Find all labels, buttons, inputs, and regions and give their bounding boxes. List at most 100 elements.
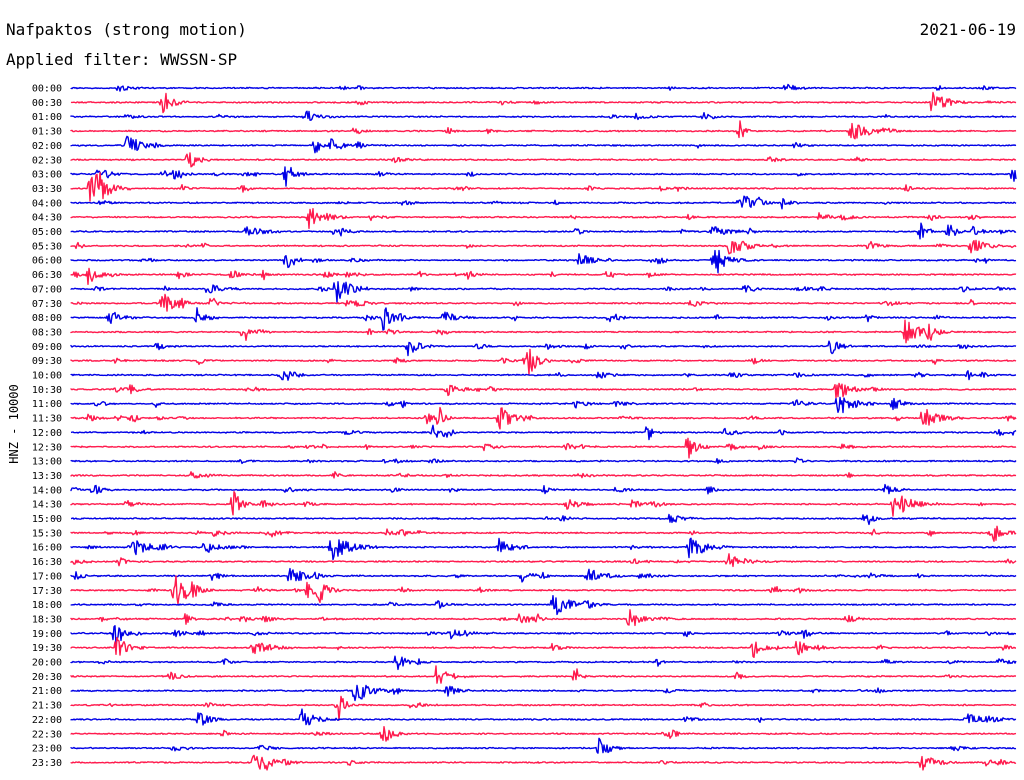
trace-line [70,609,1017,627]
time-tick-label: 15:00 [32,514,62,525]
trace-line [70,625,1016,646]
trace-line [70,135,1017,154]
time-tick-label: 05:00 [32,227,62,238]
time-tick-label: 01:30 [32,127,62,138]
trace-line [70,665,1017,684]
trace-line [70,91,1017,114]
time-tick-label: 10:30 [32,385,62,396]
time-tick-label: 13:00 [32,457,62,468]
time-tick-label: 03:00 [32,170,62,181]
time-tick-label: 16:00 [32,543,62,554]
trace-line [70,120,1017,140]
time-tick-label: 06:30 [32,270,62,281]
trace-line [70,222,1017,240]
trace-line [70,491,1017,517]
trace-line [70,471,1017,479]
trace-line [70,281,1017,303]
trace-line [70,171,1017,202]
time-tick-label: 21:30 [32,701,62,712]
trace-line [70,110,1017,121]
time-tick-label: 04:30 [32,213,62,224]
time-tick-label: 11:30 [32,414,62,425]
time-tick-label: 22:00 [32,715,62,726]
time-tick-label: 17:00 [32,571,62,582]
trace-line [70,208,1017,229]
trace-line [70,406,1017,430]
trace-line [70,754,1017,771]
trace-line [70,537,1016,561]
time-tick-label: 13:30 [32,471,62,482]
time-tick-label: 12:00 [32,428,62,439]
trace-line [70,239,1017,255]
trace-line [70,483,1017,495]
trace-line [70,293,1017,312]
time-tick-label: 08:00 [32,313,62,324]
trace-line [70,575,1017,605]
time-tick-label: 18:00 [32,600,62,611]
trace-line [70,655,1017,671]
trace-line [70,457,1017,465]
trace-line [70,340,1017,357]
time-tick-label: 18:30 [32,614,62,625]
time-tick-label: 00:30 [32,98,62,109]
trace-line [70,424,1017,441]
trace-line [70,695,1017,721]
filter-label: Applied filter: WWSSN-SP [6,50,238,69]
time-tick-label: 14:30 [32,500,62,511]
time-tick-label: 23:30 [32,758,62,769]
time-tick-label: 02:00 [32,141,62,152]
chart-date: 2021-06-19 [919,20,1016,39]
time-tick-label: 17:30 [32,586,62,597]
trace-line [70,737,1017,754]
time-tick-label: 14:00 [32,485,62,496]
time-tick-label: 03:30 [32,184,62,195]
trace-line [70,513,1017,526]
trace-line [70,726,1017,742]
time-tick-label: 20:00 [32,658,62,669]
trace-line [70,307,1017,331]
time-tick-label: 10:00 [32,371,62,382]
time-tick-label: 04:00 [32,198,62,209]
time-tick-label: 02:30 [32,155,62,166]
trace-line [70,708,1017,726]
time-tick-label: 09:30 [32,356,62,367]
trace-line [70,249,1017,274]
time-tick-label: 23:00 [32,744,62,755]
time-tick-label: 00:00 [32,84,62,95]
trace-line [70,595,1017,616]
trace-line [70,382,1017,399]
trace-line [70,684,1017,702]
time-tick-label: 19:00 [32,629,62,640]
trace-line [70,636,1016,658]
time-tick-label: 06:00 [32,256,62,267]
time-tick-label: 07:00 [32,284,62,295]
time-tick-label: 15:30 [32,528,62,539]
trace-line [70,553,1017,568]
trace-line [70,370,1017,381]
time-tick-label: 01:00 [32,112,62,123]
trace-line [70,166,1017,187]
time-tick-label: 19:30 [32,643,62,654]
trace-line [70,152,1017,168]
trace-line [70,437,1017,459]
time-tick-label: 11:00 [32,399,62,410]
time-tick-label: 21:00 [32,686,62,697]
time-tick-label: 07:30 [32,299,62,310]
trace-line [70,195,1017,210]
trace-line [70,267,1017,285]
time-tick-label: 16:30 [32,557,62,568]
time-tick-label: 09:00 [32,342,62,353]
trace-line [70,348,1017,376]
time-tick-label: 12:30 [32,442,62,453]
time-tick-label: 08:30 [32,327,62,338]
time-tick-label: 20:30 [32,672,62,683]
trace-line [70,567,1017,583]
chart-title: Nafpaktos (strong motion) [6,20,247,39]
trace-line [70,525,1017,542]
trace-line [70,396,1017,414]
time-tick-label: 05:30 [32,241,62,252]
trace-line [70,319,1017,344]
time-tick-label: 22:30 [32,729,62,740]
trace-line [70,83,1017,92]
